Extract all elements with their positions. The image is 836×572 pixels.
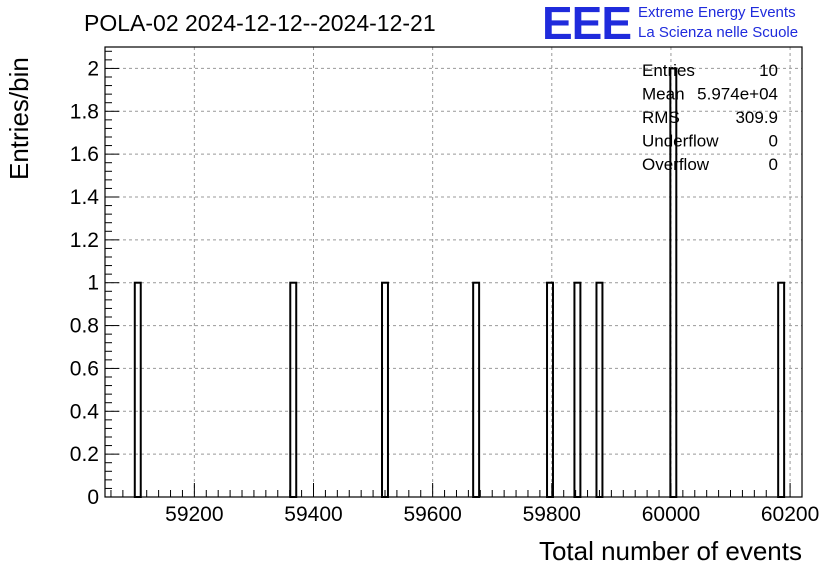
logo-line-1: Extreme Energy Events	[638, 4, 796, 21]
logo-line-2: La Scienza nelle Scuole	[638, 24, 799, 41]
stat-label: Mean	[642, 85, 685, 104]
y-tick-label: 1.8	[70, 100, 99, 123]
y-tick-label: 0	[87, 486, 99, 509]
y-tick-label: 1.2	[70, 229, 99, 252]
grid-lines	[105, 47, 802, 497]
stat-label: Overflow	[642, 155, 710, 174]
stat-value: 0	[769, 132, 778, 151]
x-tick-label: 60200	[761, 503, 819, 526]
histogram-bin	[133, 281, 142, 499]
y-tick-label: 1.6	[70, 143, 99, 166]
y-tick-label: 0.2	[70, 443, 99, 466]
y-tick-label: 1.4	[70, 186, 100, 209]
histogram-bin	[595, 281, 604, 499]
stat-value: 5.974e+04	[697, 85, 778, 104]
y-tick-label: 0.6	[70, 357, 99, 380]
histogram-bin	[546, 281, 554, 499]
x-tick-label: 59200	[165, 503, 223, 526]
stat-value: 309.9	[735, 108, 778, 127]
stat-label: Underflow	[642, 132, 719, 151]
x-tick-label: 59600	[403, 503, 461, 526]
y-tick-label: 0.4	[70, 400, 100, 423]
x-axis-label: Total number of events	[538, 536, 802, 566]
histogram-bin	[472, 281, 481, 499]
stats-box: Entries 10 Mean 5.974e+04 RMS 309.9 Underflow 0…	[642, 61, 778, 174]
stat-label: RMS	[642, 108, 680, 127]
histogram-bin	[381, 281, 389, 499]
plot-frame	[104, 46, 803, 498]
histogram-bin	[573, 281, 582, 499]
x-tick-label: 59800	[523, 503, 581, 526]
logo-caption: Extreme Energy Events La Scienza nelle S…	[638, 3, 798, 43]
x-tick-label: 60000	[642, 503, 700, 526]
y-tick-label: 1	[87, 272, 99, 295]
stat-value: 0	[769, 155, 778, 174]
x-tick-label: 59400	[284, 503, 342, 526]
y-tick-label: 2	[87, 57, 99, 80]
axes: 59200 59400 59600 59800 60000 60200 0 0.2 0.4 0.6…	[70, 46, 819, 526]
y-tick-label: 0.8	[70, 315, 99, 338]
histogram-bin	[777, 281, 786, 499]
stat-label: Entries	[642, 61, 695, 80]
stat-value: 10	[759, 61, 778, 80]
eee-logo: EEE	[542, 0, 632, 49]
chart-title: POLA-02 2024-12-12--2024-12-21	[84, 10, 436, 36]
histogram-bin	[289, 281, 298, 499]
